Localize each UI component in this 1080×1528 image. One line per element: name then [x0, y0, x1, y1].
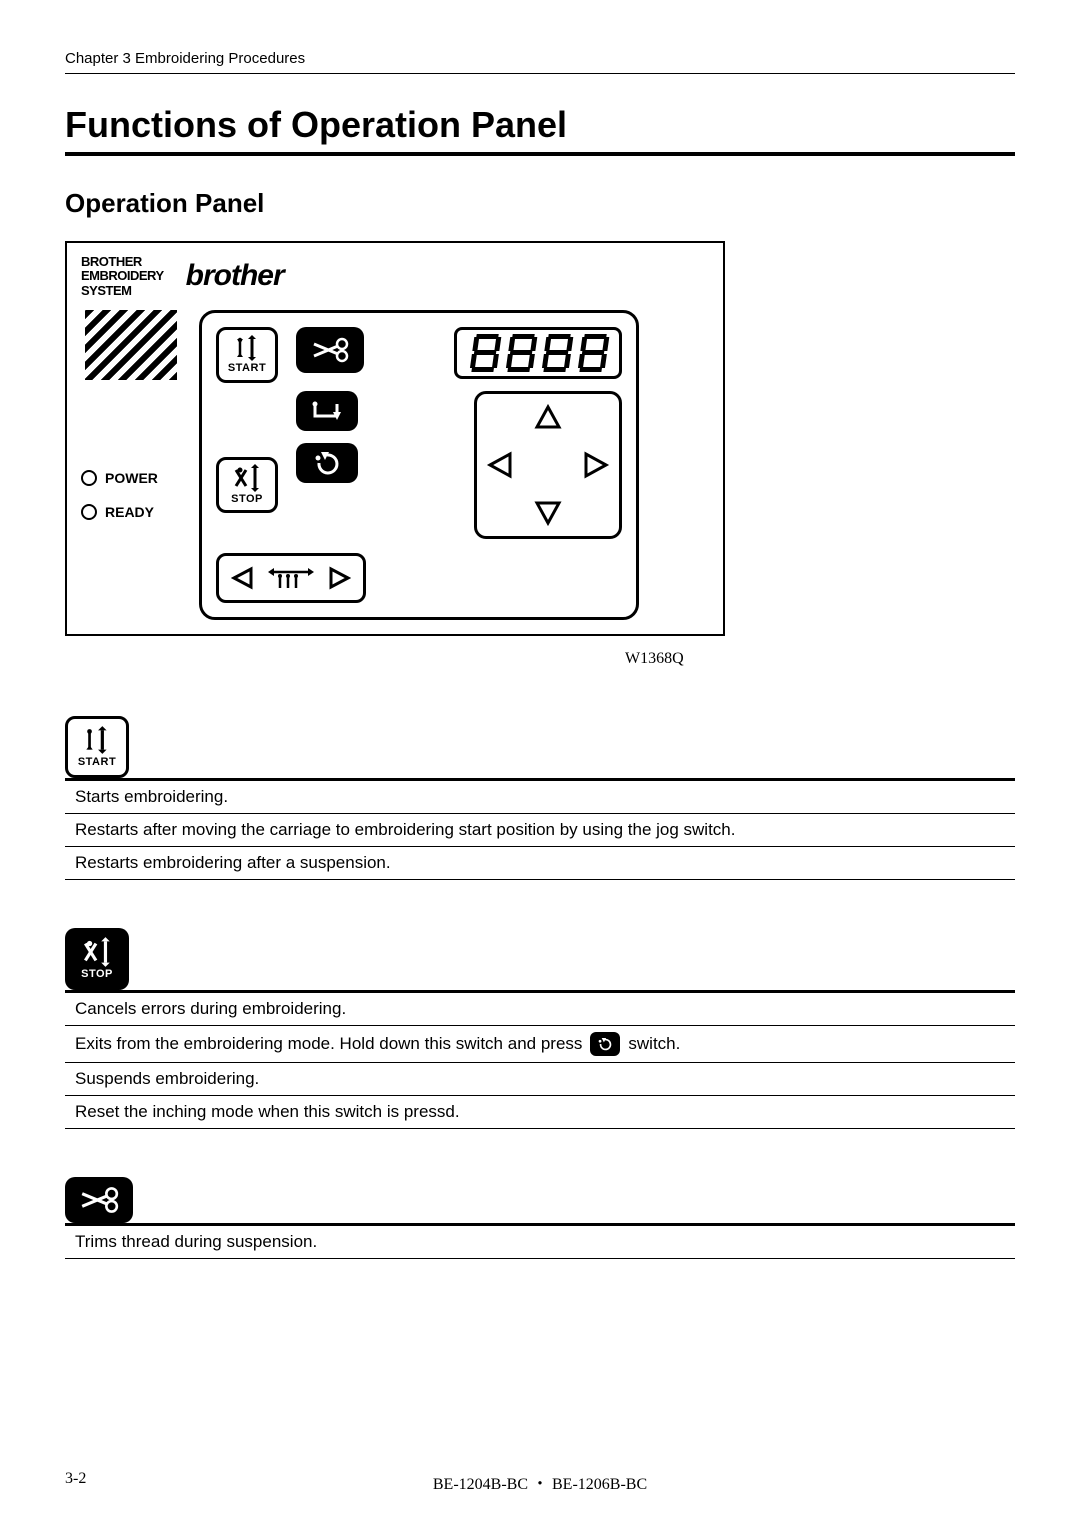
stop-row-2: Suspends embroidering. [65, 1063, 1015, 1096]
stop-row-3: Reset the inching mode when this switch … [65, 1096, 1015, 1129]
mid-button-stack [296, 391, 358, 483]
panel-left-col: POWER READY [81, 310, 181, 620]
dpad [474, 391, 622, 539]
sub-title: Operation Panel [65, 188, 1015, 219]
bes-l3: SYSTEM [81, 284, 164, 298]
chapter-text: Chapter 3 Embroidering Procedures [65, 50, 305, 67]
start-row-0: Starts embroidering. [65, 781, 1015, 814]
start-desc-icon-wrap: START [65, 716, 1015, 778]
dpad-up-icon[interactable] [533, 403, 563, 433]
trim-button[interactable] [296, 327, 364, 373]
stop-icon [230, 464, 264, 492]
return-inline-icon [590, 1032, 620, 1056]
start-desc-button: START [65, 716, 129, 778]
footer-models: BE-1204B-BC ・ BE-1206B-BC [433, 1470, 647, 1494]
stop-row-1-pre: Exits from the embroidering mode. Hold d… [75, 1034, 582, 1054]
bes-l2: EMBROIDERY [81, 269, 164, 283]
jog-left-icon [231, 566, 255, 590]
dpad-left-icon[interactable] [486, 450, 516, 480]
start-row-1: Restarts after moving the carriage to em… [65, 814, 1015, 847]
start-button-label: START [228, 362, 266, 374]
stop-row-0: Cancels errors during embroidering. [65, 993, 1015, 1026]
panel-center: START [199, 310, 639, 620]
return-icon [307, 450, 347, 476]
page-header: Chapter 3 Embroidering Procedures [65, 50, 1015, 74]
stop-row-1: Exits from the embroidering mode. Hold d… [65, 1026, 1015, 1063]
ready-led-row: READY [81, 504, 181, 520]
start-row-2: Restarts embroidering after a suspension… [65, 847, 1015, 880]
panel-main: POWER READY [81, 310, 709, 620]
bes-l1: BROTHER [81, 255, 164, 269]
jog-switch[interactable] [216, 553, 366, 603]
brother-logo: brother [186, 259, 284, 293]
panel-figure-wrap: BROTHER EMBROIDERY SYSTEM brother POWER … [65, 241, 1015, 668]
step-button[interactable] [296, 391, 358, 431]
start-desc-list: Starts embroidering. Restarts after movi… [65, 778, 1015, 880]
scissors-icon [310, 336, 350, 364]
ready-led-icon [81, 504, 97, 520]
stop-desc-list: Cancels errors during embroidering. Exit… [65, 990, 1015, 1129]
start-icon [232, 335, 262, 361]
figure-ref: W1368Q [625, 650, 684, 668]
dpad-down-icon[interactable] [533, 497, 563, 527]
stop-desc-block: STOP Cancels errors during embroidering.… [65, 928, 1015, 1129]
bes-label: BROTHER EMBROIDERY SYSTEM [81, 255, 164, 298]
panel-row1: START [216, 327, 622, 383]
scissors-icon [78, 1185, 120, 1215]
power-led-icon [81, 470, 97, 486]
panel-row-mid: STOP [216, 391, 622, 539]
trim-desc-list: Trims thread during suspension. [65, 1223, 1015, 1259]
stop-button-label: STOP [231, 493, 263, 505]
trim-desc-button [65, 1177, 133, 1223]
stop-desc-icon-wrap: STOP [65, 928, 1015, 990]
trim-desc-block: Trims thread during suspension. [65, 1177, 1015, 1259]
dpad-right-icon[interactable] [580, 450, 610, 480]
trim-desc-icon-wrap [65, 1177, 1015, 1223]
stop-icon [79, 937, 115, 967]
page-footer: 3-2 BE-1204B-BC ・ BE-1206B-BC [65, 1470, 1015, 1488]
trim-row-0: Trims thread during suspension. [65, 1226, 1015, 1259]
hatch-pattern [85, 310, 177, 380]
start-desc-block: START Starts embroidering. Restarts afte… [65, 716, 1015, 880]
left-button-stack: STOP [216, 391, 278, 513]
panel-top: BROTHER EMBROIDERY SYSTEM brother [81, 255, 709, 298]
stop-desc-label: STOP [81, 968, 113, 980]
stop-button[interactable]: STOP [216, 457, 278, 513]
power-led-row: POWER [81, 470, 181, 486]
start-icon [81, 725, 113, 755]
jog-center-icon [266, 564, 316, 592]
stop-row-1-post: switch. [628, 1034, 680, 1054]
step-icon [307, 398, 347, 424]
start-button[interactable]: START [216, 327, 278, 383]
page-number: 3-2 [65, 1470, 86, 1488]
seven-seg-icon [463, 332, 613, 374]
digit-display [454, 327, 622, 379]
stop-desc-button: STOP [65, 928, 129, 990]
operation-panel: BROTHER EMBROIDERY SYSTEM brother POWER … [65, 241, 725, 636]
return-button[interactable] [296, 443, 358, 483]
power-label: POWER [105, 470, 158, 486]
start-desc-label: START [78, 756, 116, 768]
ready-label: READY [105, 504, 154, 520]
jog-right-icon [327, 566, 351, 590]
main-title: Functions of Operation Panel [65, 104, 1015, 156]
